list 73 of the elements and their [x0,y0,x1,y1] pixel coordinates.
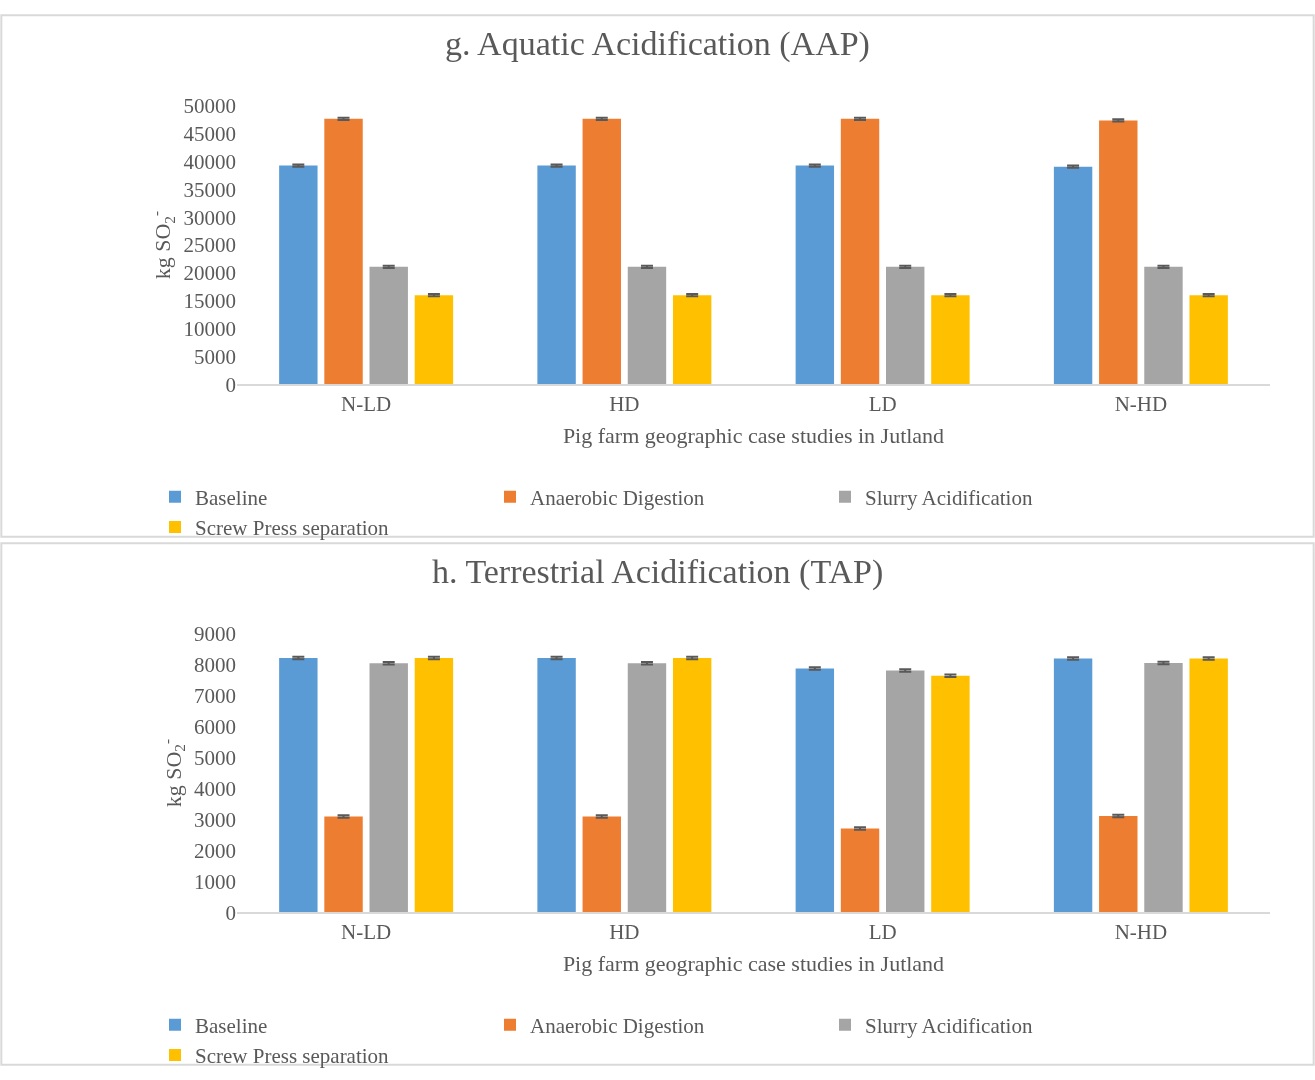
bar [582,816,621,913]
legend-label: Screw Press separation [195,516,390,541]
y-tick-label: 0 [225,900,236,925]
x-tick-label: N-LD [341,392,392,417]
legend-label: Anaerobic Digestion [530,1013,705,1038]
y-tick-label: 10000 [183,316,236,341]
legend-label: Baseline [195,485,268,510]
bar [324,118,363,385]
bar [1053,658,1093,913]
bar [279,658,318,913]
legend-label: Anaerobic Digestion [530,485,705,510]
chart-title: h. Terrestrial Acidification (TAP) [432,553,884,591]
y-tick-label: 9000 [194,622,236,647]
y-tick-label: 20000 [183,261,236,286]
x-tick-label: N-HD [1114,392,1168,417]
bar [795,668,835,913]
y-tick-label: 8000 [194,653,236,678]
y-tick-label: 15000 [183,289,236,314]
legend-label: Slurry Acidification [865,1013,1033,1038]
y-tick-label: 7000 [194,684,236,709]
x-tick-label: HD [609,920,640,945]
y-tick-label: 5000 [194,746,236,770]
bar [1099,816,1138,913]
y-tick-label: 3000 [194,807,236,832]
x-axis-title: Pig farm geographic case studies in Jutland [562,950,945,976]
x-tick-label: N-HD [1114,920,1168,945]
y-tick-label: 6000 [194,715,236,740]
y-tick-label: 25000 [183,233,236,258]
bar [886,266,925,385]
y-tick-label: 2000 [194,838,236,863]
bar [582,118,621,385]
bar [537,658,576,913]
y-tick-label: 5000 [194,344,236,369]
y-tick-label: 50000 [183,94,236,119]
bar [886,670,925,913]
y-tick-label: 1000 [194,869,236,894]
legend-label: Baseline [195,1013,268,1038]
x-tick-label: N-LD [341,920,392,945]
bar [414,658,454,913]
y-tick-label: 4000 [194,776,236,801]
bar [795,165,835,385]
bar [369,663,408,913]
bar [279,165,318,385]
bar [672,658,712,913]
bar [369,266,408,385]
bar [1189,295,1228,385]
bar [672,295,712,385]
bar [414,295,454,385]
bar [840,828,880,913]
y-tick-label: 35000 [183,177,236,202]
y-tick-label: 0 [225,372,236,397]
bar [931,295,970,385]
y-tick-label: 40000 [183,149,236,174]
chart-title: g. Aquatic Acidification (AAP) [445,25,870,63]
bar [931,675,970,913]
bar [1144,663,1183,913]
x-axis-title: Pig farm geographic case studies in Jutland [562,422,945,448]
y-tick-label: 30000 [183,205,236,230]
legend-label: Slurry Acidification [865,485,1033,510]
bar [537,165,576,385]
legend-label: Screw Press separation [195,1044,390,1069]
x-tick-label: LD [868,920,897,945]
bar [1053,166,1093,385]
bar [1189,658,1228,913]
bar [627,663,667,913]
y-tick-label: 45000 [183,122,236,147]
bar [840,118,880,385]
x-tick-label: HD [609,392,640,417]
bar [1144,266,1183,385]
x-tick-label: LD [868,392,897,417]
bar [1099,120,1138,385]
bar [324,816,363,913]
bar [627,266,667,385]
